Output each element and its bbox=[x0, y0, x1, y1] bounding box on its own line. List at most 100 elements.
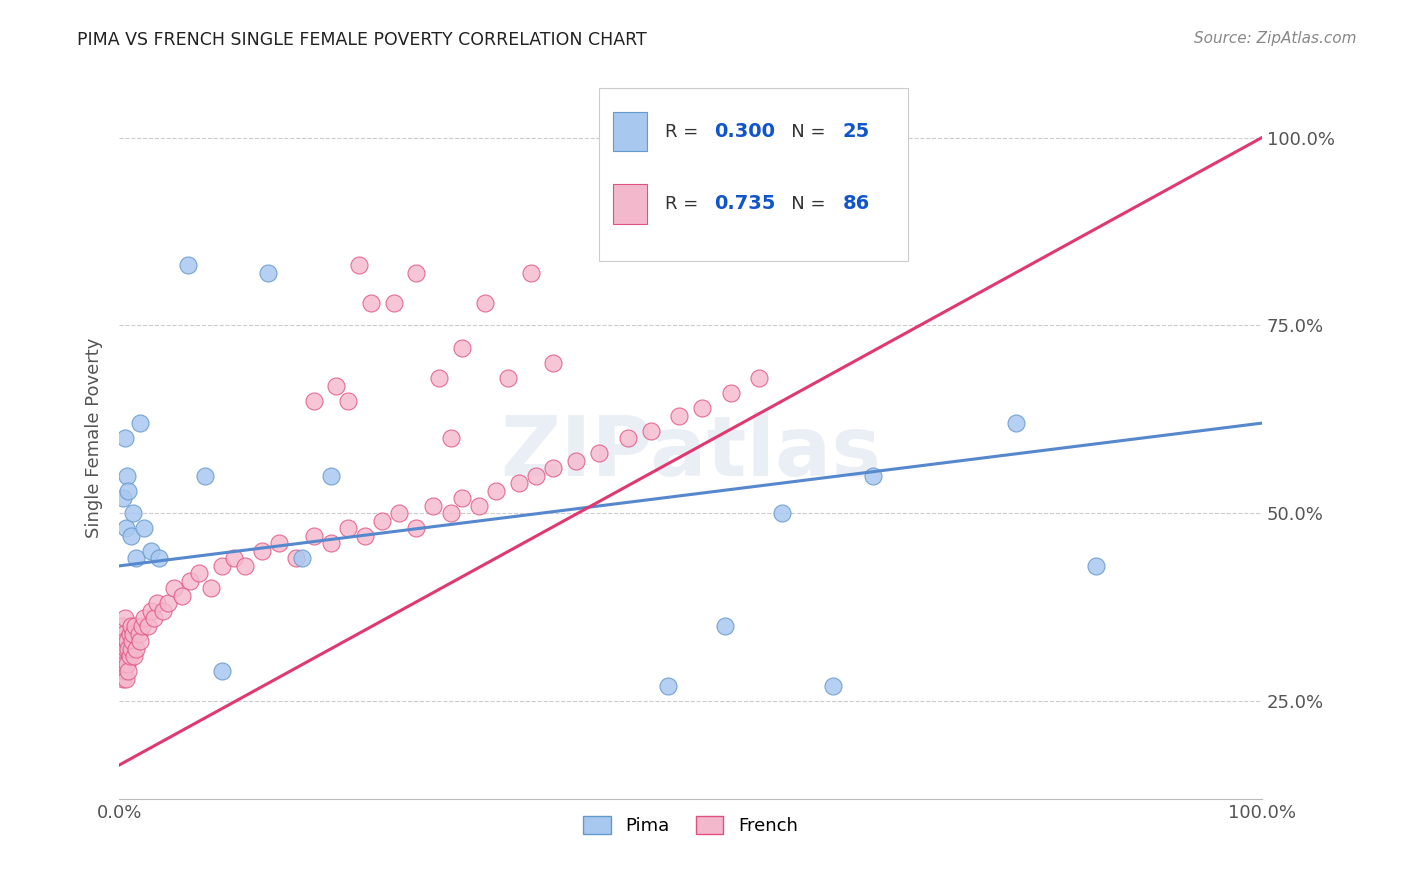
Text: Source: ZipAtlas.com: Source: ZipAtlas.com bbox=[1194, 31, 1357, 46]
Point bbox=[211, 558, 233, 573]
Point bbox=[657, 679, 679, 693]
Point bbox=[131, 619, 153, 633]
Point bbox=[543, 461, 565, 475]
Text: 25: 25 bbox=[842, 122, 870, 141]
Point bbox=[440, 506, 463, 520]
Text: N =: N = bbox=[773, 122, 831, 141]
Point bbox=[115, 641, 138, 656]
Point bbox=[148, 551, 170, 566]
Point bbox=[1005, 416, 1028, 430]
Point bbox=[128, 634, 150, 648]
Text: PIMA VS FRENCH SINGLE FEMALE POVERTY CORRELATION CHART: PIMA VS FRENCH SINGLE FEMALE POVERTY COR… bbox=[77, 31, 647, 49]
Point bbox=[120, 619, 142, 633]
Point bbox=[347, 258, 370, 272]
Point bbox=[118, 648, 141, 663]
Point bbox=[291, 551, 314, 566]
Point bbox=[748, 371, 770, 385]
Point bbox=[110, 657, 132, 671]
Point bbox=[222, 551, 245, 566]
Point bbox=[422, 499, 444, 513]
Point bbox=[172, 589, 194, 603]
Point bbox=[565, 453, 588, 467]
Bar bbox=[613, 112, 647, 152]
Point bbox=[336, 521, 359, 535]
Point bbox=[200, 582, 222, 596]
Point bbox=[111, 657, 134, 671]
Point bbox=[1085, 558, 1108, 573]
Point bbox=[302, 529, 325, 543]
Legend: Pima, French: Pima, French bbox=[575, 806, 807, 844]
Point bbox=[179, 574, 201, 588]
Point bbox=[124, 619, 146, 633]
Point bbox=[405, 266, 427, 280]
Point bbox=[188, 566, 211, 581]
FancyBboxPatch shape bbox=[599, 88, 908, 261]
Point bbox=[319, 468, 342, 483]
Text: 86: 86 bbox=[842, 194, 870, 213]
Point bbox=[519, 266, 541, 280]
Point bbox=[114, 431, 136, 445]
Point bbox=[388, 506, 411, 520]
Point bbox=[714, 619, 737, 633]
Point bbox=[360, 296, 382, 310]
Point bbox=[117, 468, 139, 483]
Point bbox=[146, 597, 169, 611]
Point bbox=[427, 371, 450, 385]
Point bbox=[117, 483, 139, 498]
Point bbox=[115, 672, 138, 686]
Point bbox=[468, 499, 491, 513]
Point bbox=[111, 672, 134, 686]
Point bbox=[118, 626, 141, 640]
Point bbox=[770, 506, 793, 520]
Point bbox=[720, 386, 742, 401]
Point bbox=[371, 514, 394, 528]
Point bbox=[823, 679, 845, 693]
Point bbox=[117, 664, 139, 678]
Point bbox=[117, 641, 139, 656]
Point bbox=[588, 446, 610, 460]
Text: R =: R = bbox=[665, 122, 704, 141]
Point bbox=[134, 521, 156, 535]
Point bbox=[114, 634, 136, 648]
Point bbox=[211, 664, 233, 678]
Point bbox=[440, 431, 463, 445]
Point bbox=[142, 611, 165, 625]
Point bbox=[128, 626, 150, 640]
Point bbox=[128, 416, 150, 430]
Point bbox=[110, 641, 132, 656]
Point bbox=[112, 648, 135, 663]
Point bbox=[194, 468, 217, 483]
Point bbox=[325, 378, 347, 392]
Point bbox=[451, 341, 474, 355]
Text: N =: N = bbox=[773, 194, 831, 212]
Text: 0.300: 0.300 bbox=[714, 122, 776, 141]
Point bbox=[485, 483, 508, 498]
Point bbox=[141, 544, 163, 558]
Point bbox=[125, 551, 148, 566]
Text: ZIPatlas: ZIPatlas bbox=[501, 412, 882, 493]
Point bbox=[110, 619, 132, 633]
Point bbox=[690, 401, 713, 415]
Point bbox=[616, 431, 638, 445]
Point bbox=[285, 551, 308, 566]
Point bbox=[112, 664, 135, 678]
Point bbox=[134, 611, 156, 625]
Point bbox=[111, 634, 134, 648]
Point bbox=[474, 296, 496, 310]
Point bbox=[269, 536, 291, 550]
Point bbox=[111, 491, 134, 506]
Text: R =: R = bbox=[665, 194, 704, 212]
Text: 0.735: 0.735 bbox=[714, 194, 776, 213]
Point bbox=[117, 634, 139, 648]
Point bbox=[862, 468, 884, 483]
Point bbox=[114, 657, 136, 671]
Point bbox=[250, 544, 273, 558]
Point bbox=[120, 529, 142, 543]
Point bbox=[405, 521, 427, 535]
Point bbox=[125, 641, 148, 656]
Point bbox=[543, 356, 565, 370]
Point bbox=[122, 648, 145, 663]
Point bbox=[117, 657, 139, 671]
Point bbox=[233, 558, 256, 573]
Point bbox=[354, 529, 377, 543]
